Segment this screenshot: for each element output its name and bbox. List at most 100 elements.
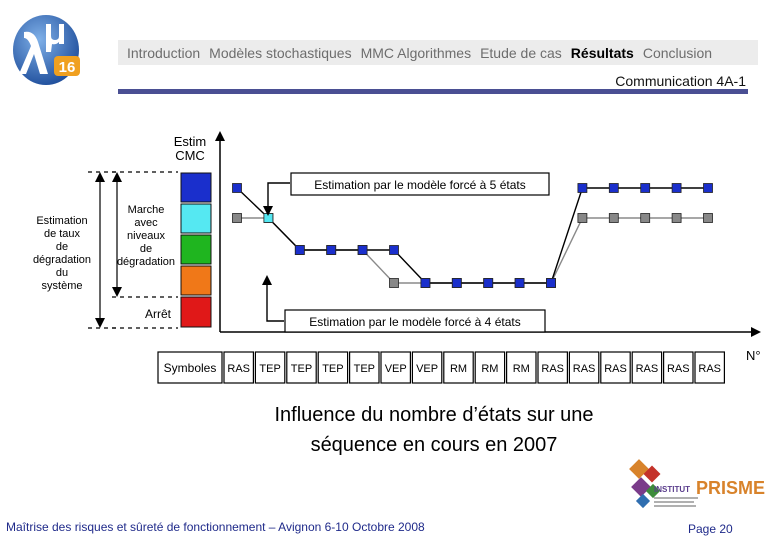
- prisme-name: PRISME: [696, 478, 765, 498]
- symbol-label-9: RM: [481, 363, 498, 375]
- symbol-cell-9: [474, 351, 506, 384]
- callout-5-text: Estimation par le modèle forcé à 5 états: [314, 178, 525, 192]
- state-block-3: [180, 234, 212, 265]
- caption-line-2: séquence en cours en 2007: [310, 434, 558, 456]
- footer-conference: Maîtrise des risques et sûreté de foncti…: [6, 520, 425, 534]
- series-5-states-point-9: [483, 278, 494, 288]
- symbol-label-14: RAS: [636, 363, 659, 375]
- series-4-states-point-14: [640, 213, 651, 223]
- symbol-cell-14: [631, 351, 663, 384]
- series-5-states-point-10: [514, 278, 525, 288]
- marche-line-4: de: [140, 243, 152, 255]
- symbol-cell-12: [568, 351, 600, 384]
- nav-item-mmc[interactable]: MMC Algorithmes: [360, 44, 472, 61]
- symbols-header: Symboles: [164, 361, 217, 375]
- nav-item-etude[interactable]: Etude de cas: [480, 44, 562, 61]
- callout-5-arrowhead: [263, 206, 273, 216]
- left-label-line-3: de: [56, 241, 68, 253]
- series-5-states-point-13: [608, 183, 619, 193]
- prisme-institut: INSTITUT: [654, 485, 690, 494]
- symbol-label-3: TEP: [291, 363, 312, 375]
- series-4-states-point-1: [232, 213, 242, 223]
- marche-line-5: dégradation: [117, 256, 175, 268]
- series-5-states-point-16: [703, 183, 713, 193]
- marche-label: Marche avec niveaux de dégradation: [117, 204, 175, 268]
- nav-item-modeles[interactable]: Modèles stochastiques: [209, 44, 352, 61]
- symbol-cell-13: [600, 351, 631, 384]
- nav-item-introduction[interactable]: Introduction: [127, 44, 201, 61]
- symbol-label-16: RAS: [698, 363, 721, 375]
- series-5-states-point-6: [389, 245, 399, 255]
- left-bracket-label: Estimation de taux de dégradation du sys…: [33, 215, 91, 292]
- callout-5-box: [290, 172, 550, 196]
- series-5-states-point-7: [420, 278, 431, 288]
- symbol-cell-10: [506, 351, 537, 384]
- series-5-states-point-11: [546, 278, 556, 288]
- symbol-label-2: TEP: [259, 363, 280, 375]
- series-4-states-point-12: [577, 213, 588, 223]
- institut-prisme-logo: INSTITUT PRISME: [624, 456, 766, 516]
- series-5-states-line: [236, 187, 708, 284]
- left-label-line-2: de taux: [44, 228, 81, 240]
- symbol-cell-11: [537, 351, 568, 384]
- symbol-cell-1: [223, 351, 254, 384]
- state-diagram: Estim CMC N° Estimation de taux de dégra…: [33, 131, 761, 384]
- symbol-cell-5: [349, 351, 380, 384]
- symbol-cell-6: [380, 351, 411, 384]
- callout-4-arrowhead: [262, 275, 272, 285]
- symbol-cell-8: [443, 351, 474, 384]
- marche-range-arrow-top: [112, 172, 122, 182]
- state-block-4: [180, 203, 212, 234]
- series-5-states-point-3: [294, 245, 305, 255]
- symbol-label-4: TEP: [322, 363, 343, 375]
- series-5-states-point-15: [671, 183, 682, 193]
- series-5-states-point-4: [326, 245, 337, 255]
- callout-5-states: Estimation par le modèle forcé à 5 états: [263, 172, 550, 216]
- marche-line-1: Marche: [128, 204, 165, 216]
- callout-5-arrow: [267, 182, 290, 210]
- symbol-cell-3: [286, 351, 317, 384]
- series-4-states-point-15: [671, 213, 682, 223]
- left-range-arrow-top: [95, 172, 105, 182]
- lambda-mu-logo: 16: [8, 12, 90, 88]
- left-label-line-1: Estimation: [36, 215, 87, 227]
- slide-caption: Influence du nombre d’états sur une séqu…: [200, 400, 668, 460]
- marche-range-arrow-bottom: [112, 287, 122, 297]
- caption-line-1: Influence du nombre d’états sur une: [274, 404, 594, 426]
- marche-line-3: niveaux: [127, 230, 165, 242]
- header-rule: [118, 89, 748, 94]
- logo-number: 16: [59, 59, 76, 76]
- series-5-states-point-1: [232, 183, 242, 193]
- symbol-cell-16: [694, 351, 725, 384]
- state-block-2: [180, 265, 212, 296]
- estim-label: Estim: [174, 134, 207, 149]
- nav-bar: Introduction Modèles stochastiques MMC A…: [118, 40, 758, 65]
- x-axis-label: N°: [746, 348, 761, 363]
- symbol-cell-7: [411, 351, 443, 384]
- symbol-label-10: RM: [513, 363, 530, 375]
- left-label-line-4: dégradation: [33, 254, 91, 266]
- state-color-column: [180, 172, 212, 328]
- symbol-cell-4: [317, 351, 349, 384]
- series-4-states-point-13: [608, 213, 619, 223]
- symbol-label-13: RAS: [604, 363, 627, 375]
- symbol-label-15: RAS: [667, 363, 690, 375]
- state-block-1: [180, 296, 212, 328]
- marche-line-2: avec: [134, 217, 158, 229]
- arret-label: Arrêt: [145, 307, 172, 321]
- nav-item-conclusion[interactable]: Conclusion: [642, 44, 713, 61]
- series-5-states-point-8: [451, 278, 462, 288]
- left-label-line-6: système: [42, 280, 83, 292]
- footer-page-number: Page 20: [688, 522, 733, 536]
- symbol-cell-15: [662, 351, 694, 384]
- symbol-label-1: RAS: [227, 363, 250, 375]
- symbol-label-7: VEP: [416, 363, 438, 375]
- nav-item-resultats[interactable]: Résultats: [570, 44, 634, 61]
- series-5-states-point-14: [640, 183, 651, 193]
- left-range-arrow-bottom: [95, 318, 105, 328]
- symbol-label-12: RAS: [573, 363, 596, 375]
- communication-id: Communication 4A-1: [615, 73, 746, 89]
- cmc-label: CMC: [175, 148, 205, 163]
- symbols-header-box: [157, 351, 223, 384]
- symbol-label-5: TEP: [354, 363, 375, 375]
